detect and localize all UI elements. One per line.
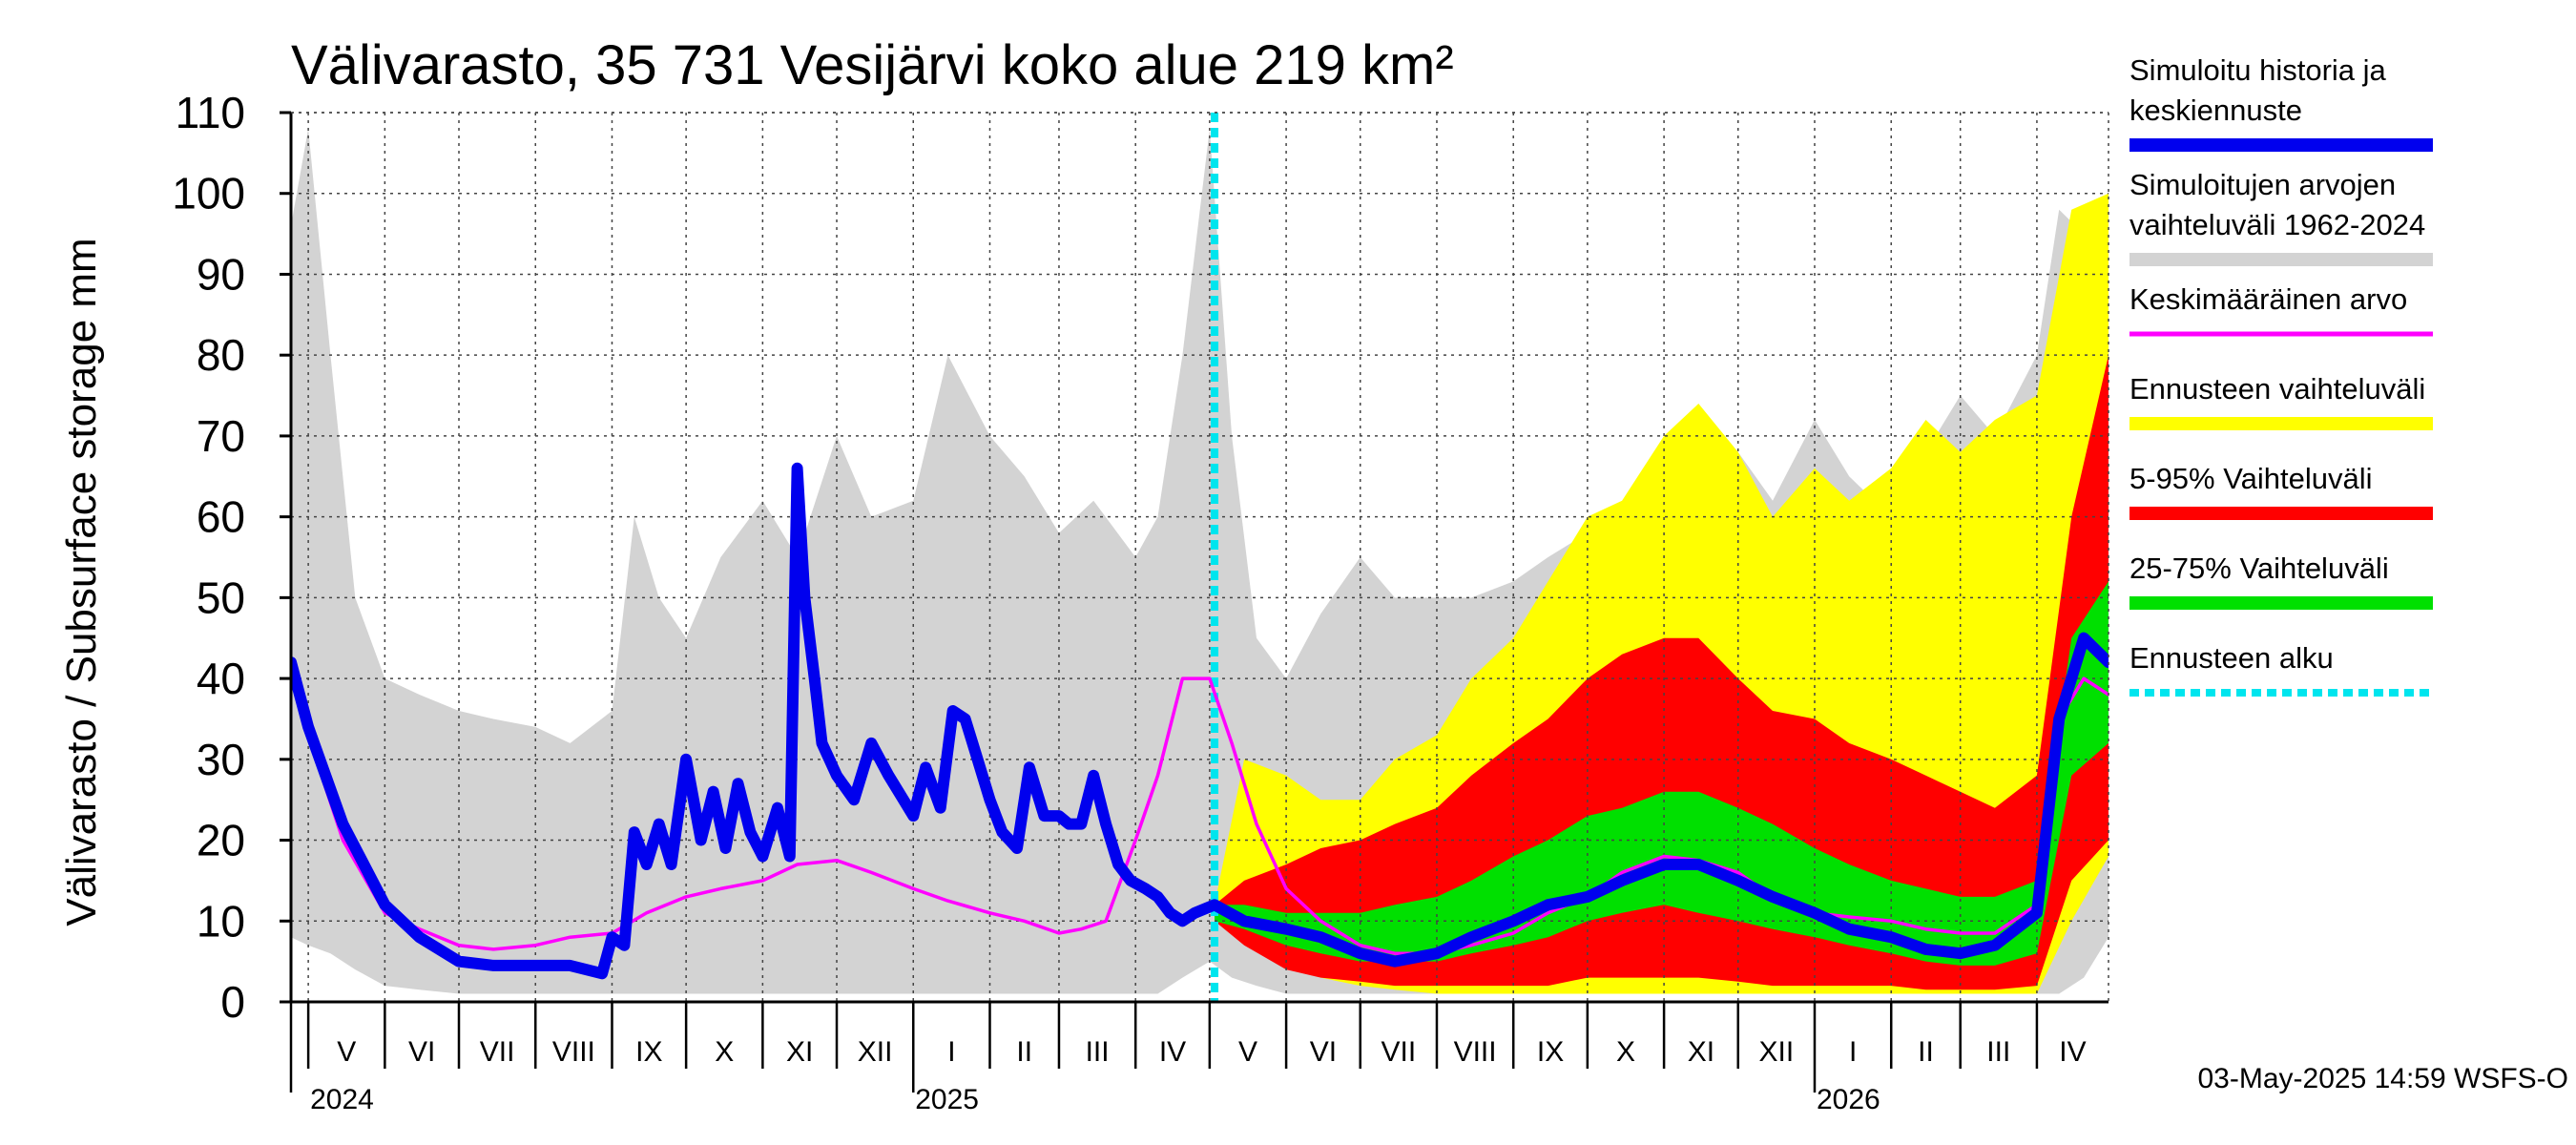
timestamp-label: 03-May-2025 14:59 WSFS-O — [2198, 1063, 2569, 1094]
month-label-14: VII — [1381, 1036, 1417, 1068]
month-label-23: IV — [2059, 1036, 2086, 1068]
month-label-20: I — [1849, 1036, 1857, 1068]
month-label-9: II — [1016, 1036, 1032, 1068]
legend-label-forecast_range: Ennusteen vaihteluväli — [2129, 372, 2425, 406]
legend-item-mean: Keskimääräinen arvo — [2129, 282, 2433, 337]
legend-label-forecast_start: Ennusteen alku — [2129, 641, 2334, 675]
year-label-2025: 2025 — [915, 1084, 979, 1115]
y-tick-label-100: 100 — [172, 169, 245, 219]
month-label-16: IX — [1537, 1036, 1564, 1068]
month-label-10: III — [1086, 1036, 1110, 1068]
legend-label-history_range-1: Simuloitujen arvojen — [2129, 168, 2396, 201]
month-label-13: VI — [1310, 1036, 1337, 1068]
line-layer — [291, 113, 2109, 1002]
y-tick-label-20: 20 — [197, 816, 245, 865]
y-tick-label-90: 90 — [197, 249, 245, 299]
year-label-2026: 2026 — [1817, 1084, 1880, 1115]
y-axis-label: Välivarasto / Subsurface storage mm — [58, 238, 105, 926]
legend-label-p25_75: 25-75% Vaihteluväli — [2129, 552, 2389, 585]
band-layer — [291, 128, 2109, 994]
legend-item-simulated: Simuloitu historia ja keskiennuste — [2129, 53, 2433, 152]
month-label-22: III — [1986, 1036, 2010, 1068]
year-label-2024: 2024 — [310, 1084, 374, 1115]
legend-item-history_range: Simuloitujen arvojen vaihteluväli 1962-20… — [2129, 168, 2433, 266]
month-label-11: IV — [1159, 1036, 1186, 1068]
y-tick-label-60: 60 — [197, 492, 245, 542]
month-label-4: IX — [635, 1036, 662, 1068]
month-label-0: V — [337, 1036, 356, 1068]
legend-item-forecast_start: Ennusteen alku — [2129, 641, 2433, 697]
month-label-17: X — [1616, 1036, 1635, 1068]
y-tick-label-30: 30 — [197, 735, 245, 784]
month-label-15: VIII — [1454, 1036, 1497, 1068]
legend-label-simulated-1: Simuloitu historia ja — [2129, 53, 2387, 87]
month-label-7: XII — [858, 1036, 893, 1068]
legend-label-history_range-2: vaihteluväli 1962-2024 — [2129, 208, 2425, 241]
month-label-19: XII — [1759, 1036, 1795, 1068]
y-tick-label-50: 50 — [197, 572, 245, 622]
y-tick-label-0: 0 — [220, 977, 245, 1027]
month-label-12: V — [1238, 1036, 1257, 1068]
band-p5_95 — [1215, 355, 2109, 990]
month-label-8: I — [947, 1036, 955, 1068]
y-tick-label-70: 70 — [197, 411, 245, 461]
legend-item-forecast_range: Ennusteen vaihteluväli — [2129, 372, 2433, 430]
month-label-18: XI — [1688, 1036, 1714, 1068]
month-label-3: VIII — [552, 1036, 595, 1068]
month-label-1: VI — [408, 1036, 435, 1068]
y-tick-label-80: 80 — [197, 330, 245, 380]
month-label-2: VII — [480, 1036, 515, 1068]
y-tick-label-110: 110 — [176, 88, 245, 137]
y-tick-label-10: 10 — [197, 896, 245, 946]
month-label-21: II — [1918, 1036, 1934, 1068]
chart-title: Välivarasto, 35 731 Vesijärvi koko alue … — [291, 34, 1454, 96]
legend-item-p25_75: 25-75% Vaihteluväli — [2129, 552, 2433, 610]
series-line-simulated — [291, 462, 2109, 980]
legend: Simuloitu historia jakeskiennusteSimuloi… — [2129, 53, 2433, 697]
legend-label-p5_95: 5-95% Vaihteluväli — [2129, 462, 2372, 495]
month-label-6: XI — [786, 1036, 813, 1068]
month-label-5: X — [715, 1036, 734, 1068]
legend-label-mean: Keskimääräinen arvo — [2129, 282, 2407, 316]
y-tick-label-40: 40 — [197, 654, 245, 703]
legend-label-simulated-2: keskiennuste — [2129, 94, 2302, 127]
legend-item-p5_95: 5-95% Vaihteluväli — [2129, 462, 2433, 520]
